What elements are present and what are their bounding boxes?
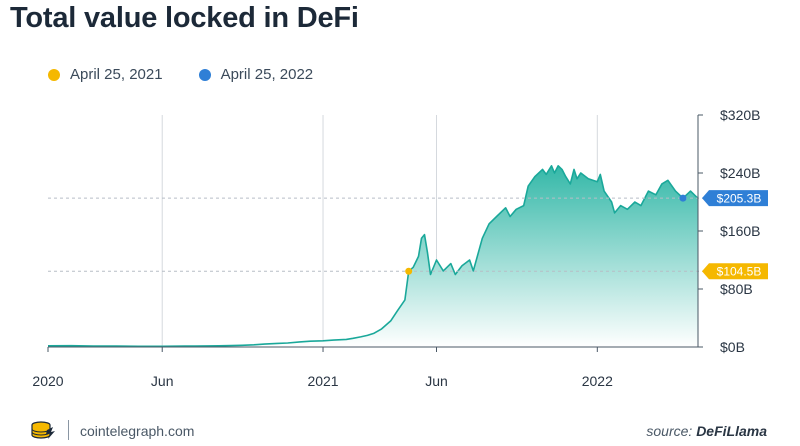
y-tick-label: $320B xyxy=(720,107,760,123)
cointelegraph-logo-icon xyxy=(30,421,56,446)
highlight-label-box xyxy=(702,263,768,280)
highlight-label-text: $104.5B xyxy=(717,265,762,279)
legend-label-2021: April 25, 2021 xyxy=(70,66,163,83)
footer-site: cointelegraph.com xyxy=(80,423,195,439)
legend: April 25, 2021 April 25, 2022 xyxy=(48,66,313,83)
highlight-value-label: $205.3B xyxy=(702,190,768,207)
highlight-label-box xyxy=(702,190,768,207)
tvl-area xyxy=(48,165,698,347)
tvl-line xyxy=(47,165,699,348)
footer-divider xyxy=(68,420,69,440)
y-tick-label: $160B xyxy=(720,223,760,239)
highlight-marker-2022 xyxy=(679,194,687,202)
highlight-value-label: $104.5B xyxy=(702,263,768,280)
x-tick-label: Jun xyxy=(151,373,174,389)
source-prefix: source: xyxy=(646,423,697,439)
legend-item-2022: April 25, 2022 xyxy=(198,66,314,83)
y-tick-label: $80B xyxy=(720,281,753,297)
y-tick-label: $240B xyxy=(720,165,760,181)
legend-label-2022: April 25, 2022 xyxy=(220,66,314,83)
x-tick-label: 2021 xyxy=(307,373,338,389)
source-credit: source: DeFiLlama xyxy=(646,423,767,439)
y-tick-label: $0B xyxy=(720,339,745,355)
highlight-marker-2021 xyxy=(405,267,413,275)
legend-dot-2021 xyxy=(48,68,60,81)
legend-item-2021: April 25, 2021 xyxy=(48,66,163,83)
x-tick-label: 2022 xyxy=(582,373,613,389)
x-tick-label: Jun xyxy=(425,373,448,389)
chart-title: Total value locked in DeFi xyxy=(10,2,359,34)
source-name: DeFiLlama xyxy=(696,423,767,439)
highlight-label-text: $205.3B xyxy=(717,192,762,206)
x-tick-label: 2020 xyxy=(32,373,63,389)
legend-dot-2022 xyxy=(198,68,211,81)
